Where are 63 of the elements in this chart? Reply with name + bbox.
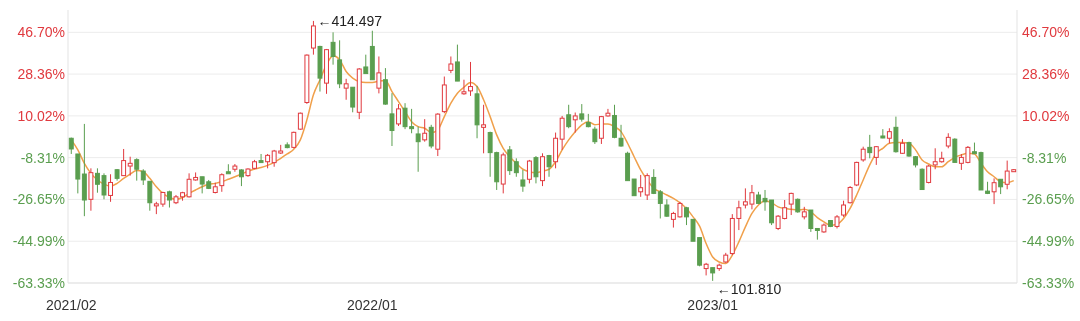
y-tick-label: 28.36% xyxy=(17,66,65,83)
candlestick xyxy=(638,174,644,198)
x-tick-label: 2022/01 xyxy=(347,297,398,313)
y2-tick-label: -63.33% xyxy=(1022,274,1075,291)
candlestick xyxy=(363,54,369,75)
y-tick-label: -44.99% xyxy=(12,233,65,250)
y2-tick-label: 46.70% xyxy=(1022,24,1070,41)
y-tick-label: -63.33% xyxy=(12,274,65,291)
candlestick xyxy=(258,153,264,164)
y2-tick-label: -26.65% xyxy=(1022,191,1075,208)
candlestick xyxy=(808,209,814,233)
y-tick-label: -8.31% xyxy=(20,149,65,166)
x-tick-label: 2021/02 xyxy=(45,297,97,313)
candlestick xyxy=(507,145,513,176)
y-tick-label: -26.65% xyxy=(12,191,65,208)
y2-tick-label: -8.31% xyxy=(1022,149,1067,166)
candlestick xyxy=(867,134,873,159)
candlestick xyxy=(448,55,454,74)
candlestick xyxy=(651,168,657,195)
y2-tick-label: 28.36% xyxy=(1022,66,1070,83)
x-tick-label: 2023/01 xyxy=(687,297,739,313)
candlestick xyxy=(108,173,113,203)
candlestick xyxy=(219,172,225,193)
y2-tick-label: -44.99% xyxy=(1022,233,1075,250)
annotation: ←414.497 xyxy=(317,12,383,29)
candlestick xyxy=(330,31,336,66)
candlestick xyxy=(533,155,539,184)
candlestick xyxy=(121,148,127,177)
candlestick xyxy=(389,92,395,147)
candlestick xyxy=(428,124,434,149)
candlestick xyxy=(520,169,526,193)
candlestick xyxy=(559,115,565,151)
candlestick xyxy=(553,132,559,169)
y-tick-label: 10.02% xyxy=(17,107,65,124)
candlestick xyxy=(415,126,421,173)
candlestick xyxy=(873,145,879,166)
candlestick xyxy=(612,104,617,139)
candlestick xyxy=(657,189,663,219)
candlestick xyxy=(566,104,572,129)
candlestick xyxy=(481,104,487,154)
candlestick xyxy=(919,167,925,191)
candlestick xyxy=(422,118,428,143)
candlestick xyxy=(127,156,133,177)
candlestick xyxy=(310,20,316,56)
candlestick xyxy=(134,157,140,182)
candlestick xyxy=(376,55,382,94)
candlestick xyxy=(513,157,519,178)
candlestick xyxy=(540,152,545,187)
candlestick xyxy=(991,177,997,205)
candlestick xyxy=(618,124,624,148)
candlestick xyxy=(572,112,578,134)
candlestick xyxy=(396,103,401,127)
y-tick-label: 46.70% xyxy=(17,24,65,41)
candlestick xyxy=(337,39,343,89)
candlestick xyxy=(147,180,153,212)
candlestick xyxy=(952,137,958,163)
candlestick xyxy=(644,172,650,201)
annotation: ←101.810 xyxy=(716,280,782,297)
candlestick xyxy=(343,78,349,101)
candlestick xyxy=(454,44,460,82)
y2-tick-label: 10.02% xyxy=(1022,107,1070,124)
candlestick xyxy=(703,262,709,276)
candlestick xyxy=(350,86,356,113)
